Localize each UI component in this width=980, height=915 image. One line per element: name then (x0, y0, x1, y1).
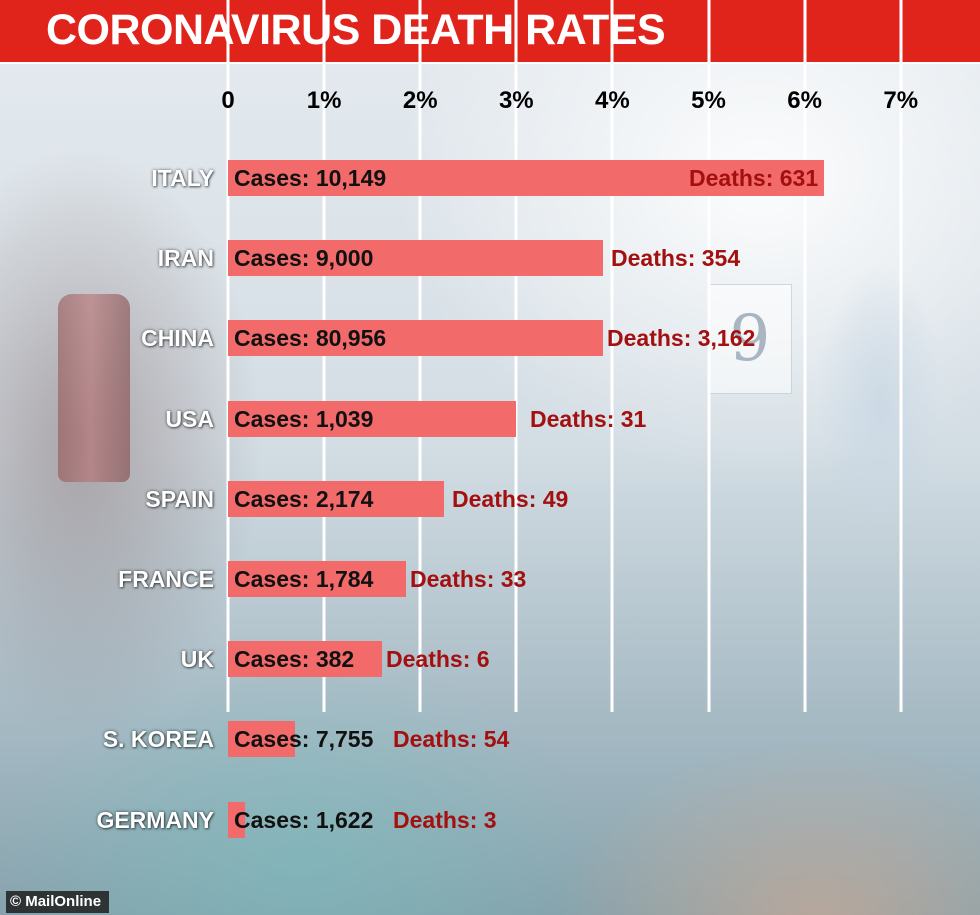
country-label: USA (165, 406, 214, 432)
cases-label: Cases: 1,784 (234, 566, 374, 592)
chart-title: CORONAVIRUS DEATH RATES (46, 6, 666, 54)
x-tick-label: 3% (498, 87, 534, 114)
death-rate-bar (228, 240, 603, 276)
cases-label: Cases: 1,039 (234, 406, 374, 432)
cases-label: Cases: 1,622 (234, 807, 374, 833)
fire-extinguisher (58, 294, 130, 482)
death-rate-bar (228, 160, 824, 196)
x-gridline (899, 0, 903, 712)
x-gridline (322, 0, 326, 712)
x-tick-label: 2% (402, 87, 438, 114)
x-tick-label: 5% (691, 87, 726, 114)
x-tick-label: 7% (883, 87, 919, 114)
x-gridline (514, 0, 518, 712)
x-tick-label: 1% (306, 87, 342, 114)
death-rate-bar (228, 320, 603, 356)
x-gridline (610, 0, 614, 712)
x-gridline (803, 0, 807, 712)
x-tick-label: 0 (221, 87, 235, 114)
deaths-label: Deaths: 49 (452, 486, 569, 512)
cases-label: Cases: 2,174 (234, 486, 374, 512)
deaths-label: Deaths: 3 (393, 807, 497, 833)
x-tick-label: 6% (787, 87, 822, 114)
cases-label: Cases: 80,956 (234, 325, 387, 351)
country-label: ITALY (151, 165, 214, 191)
death-rate-bar (228, 561, 406, 597)
cases-label: Cases: 7,755 (234, 726, 374, 752)
death-rate-bar (228, 721, 296, 757)
country-label: FRANCE (118, 566, 214, 592)
deaths-label: Deaths: 631 (689, 165, 819, 191)
country-label: CHINA (141, 325, 214, 351)
country-label: IRAN (157, 245, 214, 271)
deaths-label: Deaths: 54 (393, 726, 510, 752)
x-tick-label: 4% (595, 87, 630, 114)
cases-label: Cases: 382 (234, 646, 355, 672)
x-gridline (707, 0, 710, 712)
x-gridline (226, 0, 230, 712)
deaths-label: Deaths: 31 (530, 406, 647, 432)
cases-label: Cases: 9,000 (234, 245, 374, 271)
cases-label: Cases: 10,149 (234, 165, 387, 191)
death-rate-bar (228, 641, 382, 677)
country-label: SPAIN (145, 486, 214, 512)
death-rate-bar (228, 802, 246, 838)
death-rate-bar (228, 481, 445, 517)
x-gridline (418, 0, 422, 712)
deaths-label: Deaths: 354 (611, 245, 741, 271)
protective-suit-figure (790, 202, 960, 622)
death-rate-bar (228, 401, 517, 437)
deaths-label: Deaths: 33 (410, 566, 527, 592)
title-bar: CORONAVIRUS DEATH RATES (0, 0, 980, 64)
country-label: UK (180, 646, 214, 672)
deaths-label: Deaths: 3,162 (607, 325, 756, 351)
country-label: S. KOREA (102, 726, 214, 752)
deaths-label: Deaths: 6 (386, 646, 490, 672)
source-credit: © MailOnline (6, 891, 110, 913)
background-photo: 9 (0, 62, 980, 915)
country-label: GERMANY (96, 807, 214, 833)
